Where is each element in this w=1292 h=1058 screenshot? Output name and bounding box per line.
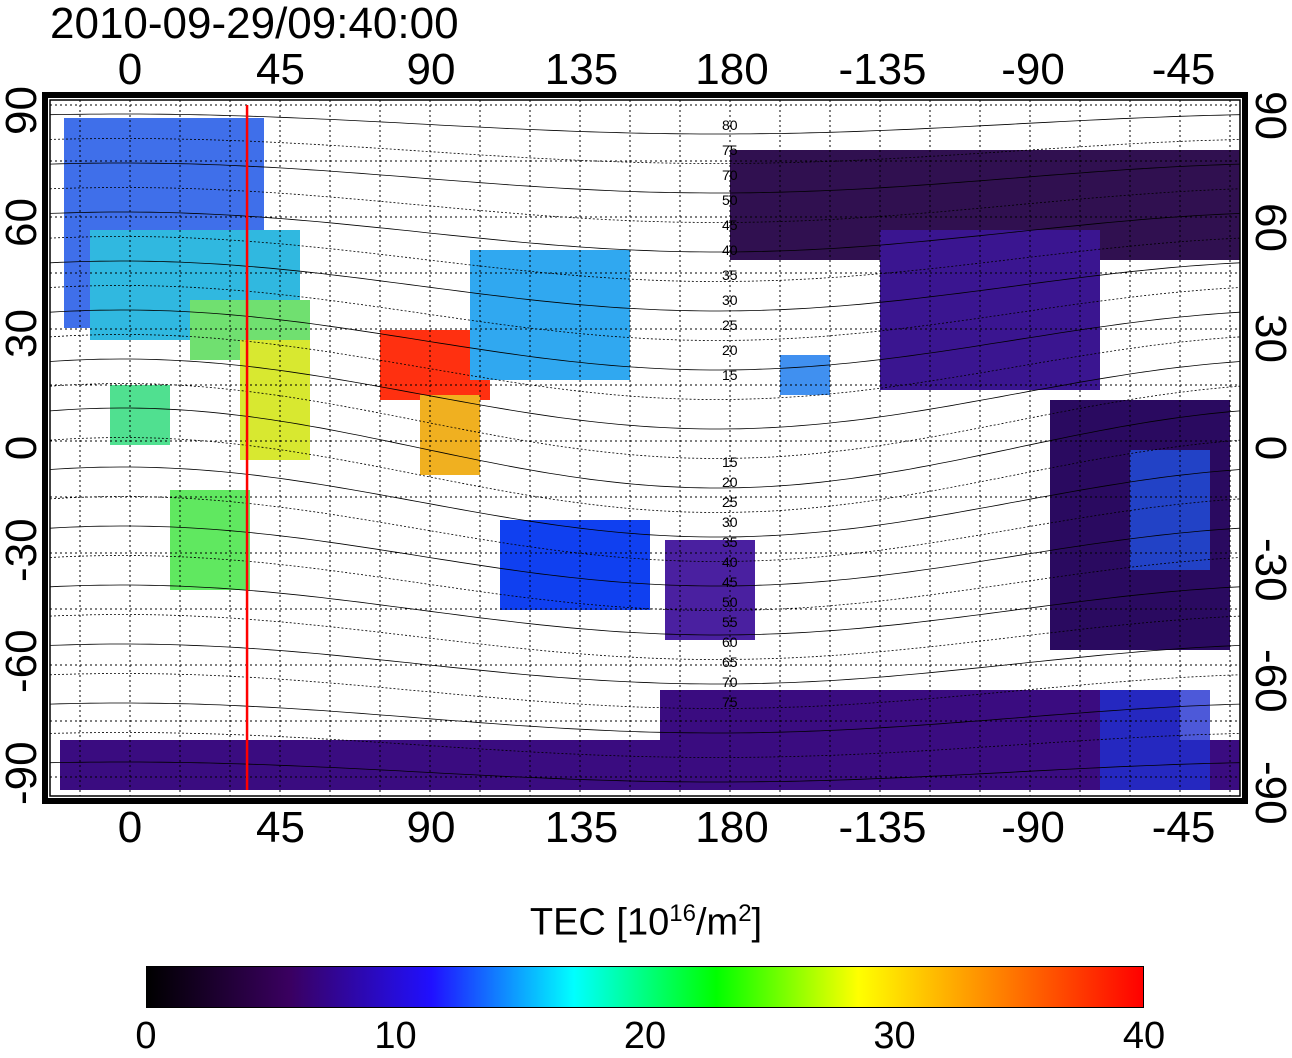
lon-tick-top: 90	[406, 45, 456, 94]
lon-tick-bottom: 180	[695, 803, 769, 852]
lon-tick-bottom: 90	[406, 803, 456, 852]
lat-tick-right: -90	[1246, 761, 1292, 825]
lat-tick-right: -60	[1246, 649, 1292, 713]
contour-label-south: 50	[722, 594, 738, 610]
contour-label-south: 60	[722, 634, 738, 650]
tec-data-layer	[60, 118, 1240, 790]
contour-label-north: 30	[722, 292, 738, 308]
contour-label-north: 35	[722, 267, 738, 283]
magnetic-contours	[50, 113, 1240, 783]
lon-tick-bottom: 135	[544, 803, 619, 852]
contour-label-north: 15	[722, 367, 738, 383]
contour-label-south: 45	[722, 574, 738, 590]
contour-label-north: 40	[722, 242, 738, 258]
lon-tick-bottom: 45	[256, 803, 305, 852]
contour-label-north: 80	[722, 117, 738, 133]
map-frame	[49, 99, 1241, 797]
lon-tick-top: 180	[695, 45, 769, 94]
colorbar	[146, 966, 1144, 1008]
colorbar-tick-label: 40	[1122, 1015, 1166, 1057]
contour-labels: 80 75 70 50 45 40 35 30 25 20 15 15 20 25 30 35 40 45 50 55…	[722, 117, 738, 710]
contour-label-south: 55	[722, 614, 738, 630]
contour-label-north: 25	[722, 317, 738, 333]
lat-tick-left: -60	[0, 629, 46, 694]
contour-label-south: 35	[722, 534, 738, 550]
lat-tick-right: 90	[1246, 91, 1292, 140]
lon-tick-top: 45	[256, 45, 305, 94]
lon-tick-bottom: -90	[1001, 803, 1065, 852]
lon-tick-top: 0	[117, 45, 143, 94]
contour-label-north: 70	[722, 167, 738, 183]
lat-tick-left: -90	[0, 741, 46, 805]
contour-label-north: 45	[722, 217, 738, 233]
colorbar-tick-label: 0	[135, 1015, 157, 1057]
lat-tick-left: -30	[0, 518, 46, 582]
colorbar-title: TEC [1016/m2]	[529, 900, 763, 944]
lon-tick-top: -90	[1001, 45, 1065, 94]
contour-label-south: 20	[722, 474, 738, 490]
lat-tick-right: 0	[1246, 435, 1292, 461]
lon-tick-top: -45	[1151, 45, 1216, 94]
lat-tick-right: 30	[1246, 314, 1292, 364]
lon-tick-top: 135	[544, 45, 619, 94]
colorbar-tick-label: 30	[873, 1015, 916, 1057]
lat-tick-left: 90	[0, 86, 46, 135]
lon-tick-bottom: -45	[1151, 803, 1216, 852]
lat-tick-right: 60	[1246, 202, 1292, 252]
colorbar-tick-label: 20	[623, 1015, 667, 1057]
lon-tick-top: -135	[838, 45, 927, 94]
grid-lines	[50, 100, 1240, 796]
colorbar-tick-label: 10	[374, 1015, 417, 1057]
lon-tick-bottom: -135	[838, 803, 927, 852]
contour-label-south: 70	[722, 674, 738, 690]
contour-label-north: 75	[722, 142, 738, 158]
contour-label-south: 15	[722, 454, 738, 470]
contour-label-south: 40	[722, 554, 738, 570]
lat-tick-right: -30	[1246, 537, 1292, 602]
lat-tick-left: 0	[0, 435, 46, 461]
contour-label-south: 65	[722, 654, 738, 670]
contour-label-north: 50	[722, 192, 738, 208]
contour-label-south: 75	[722, 694, 738, 710]
contour-label-south: 25	[722, 494, 738, 510]
contour-label-south: 30	[722, 514, 738, 530]
lon-tick-bottom: 0	[117, 803, 143, 852]
timestamp: 2010-09-29/09:40:00	[50, 0, 459, 48]
lat-tick-left: 30	[0, 309, 46, 359]
lat-tick-left: 60	[0, 197, 46, 247]
contour-label-north: 20	[722, 342, 738, 358]
